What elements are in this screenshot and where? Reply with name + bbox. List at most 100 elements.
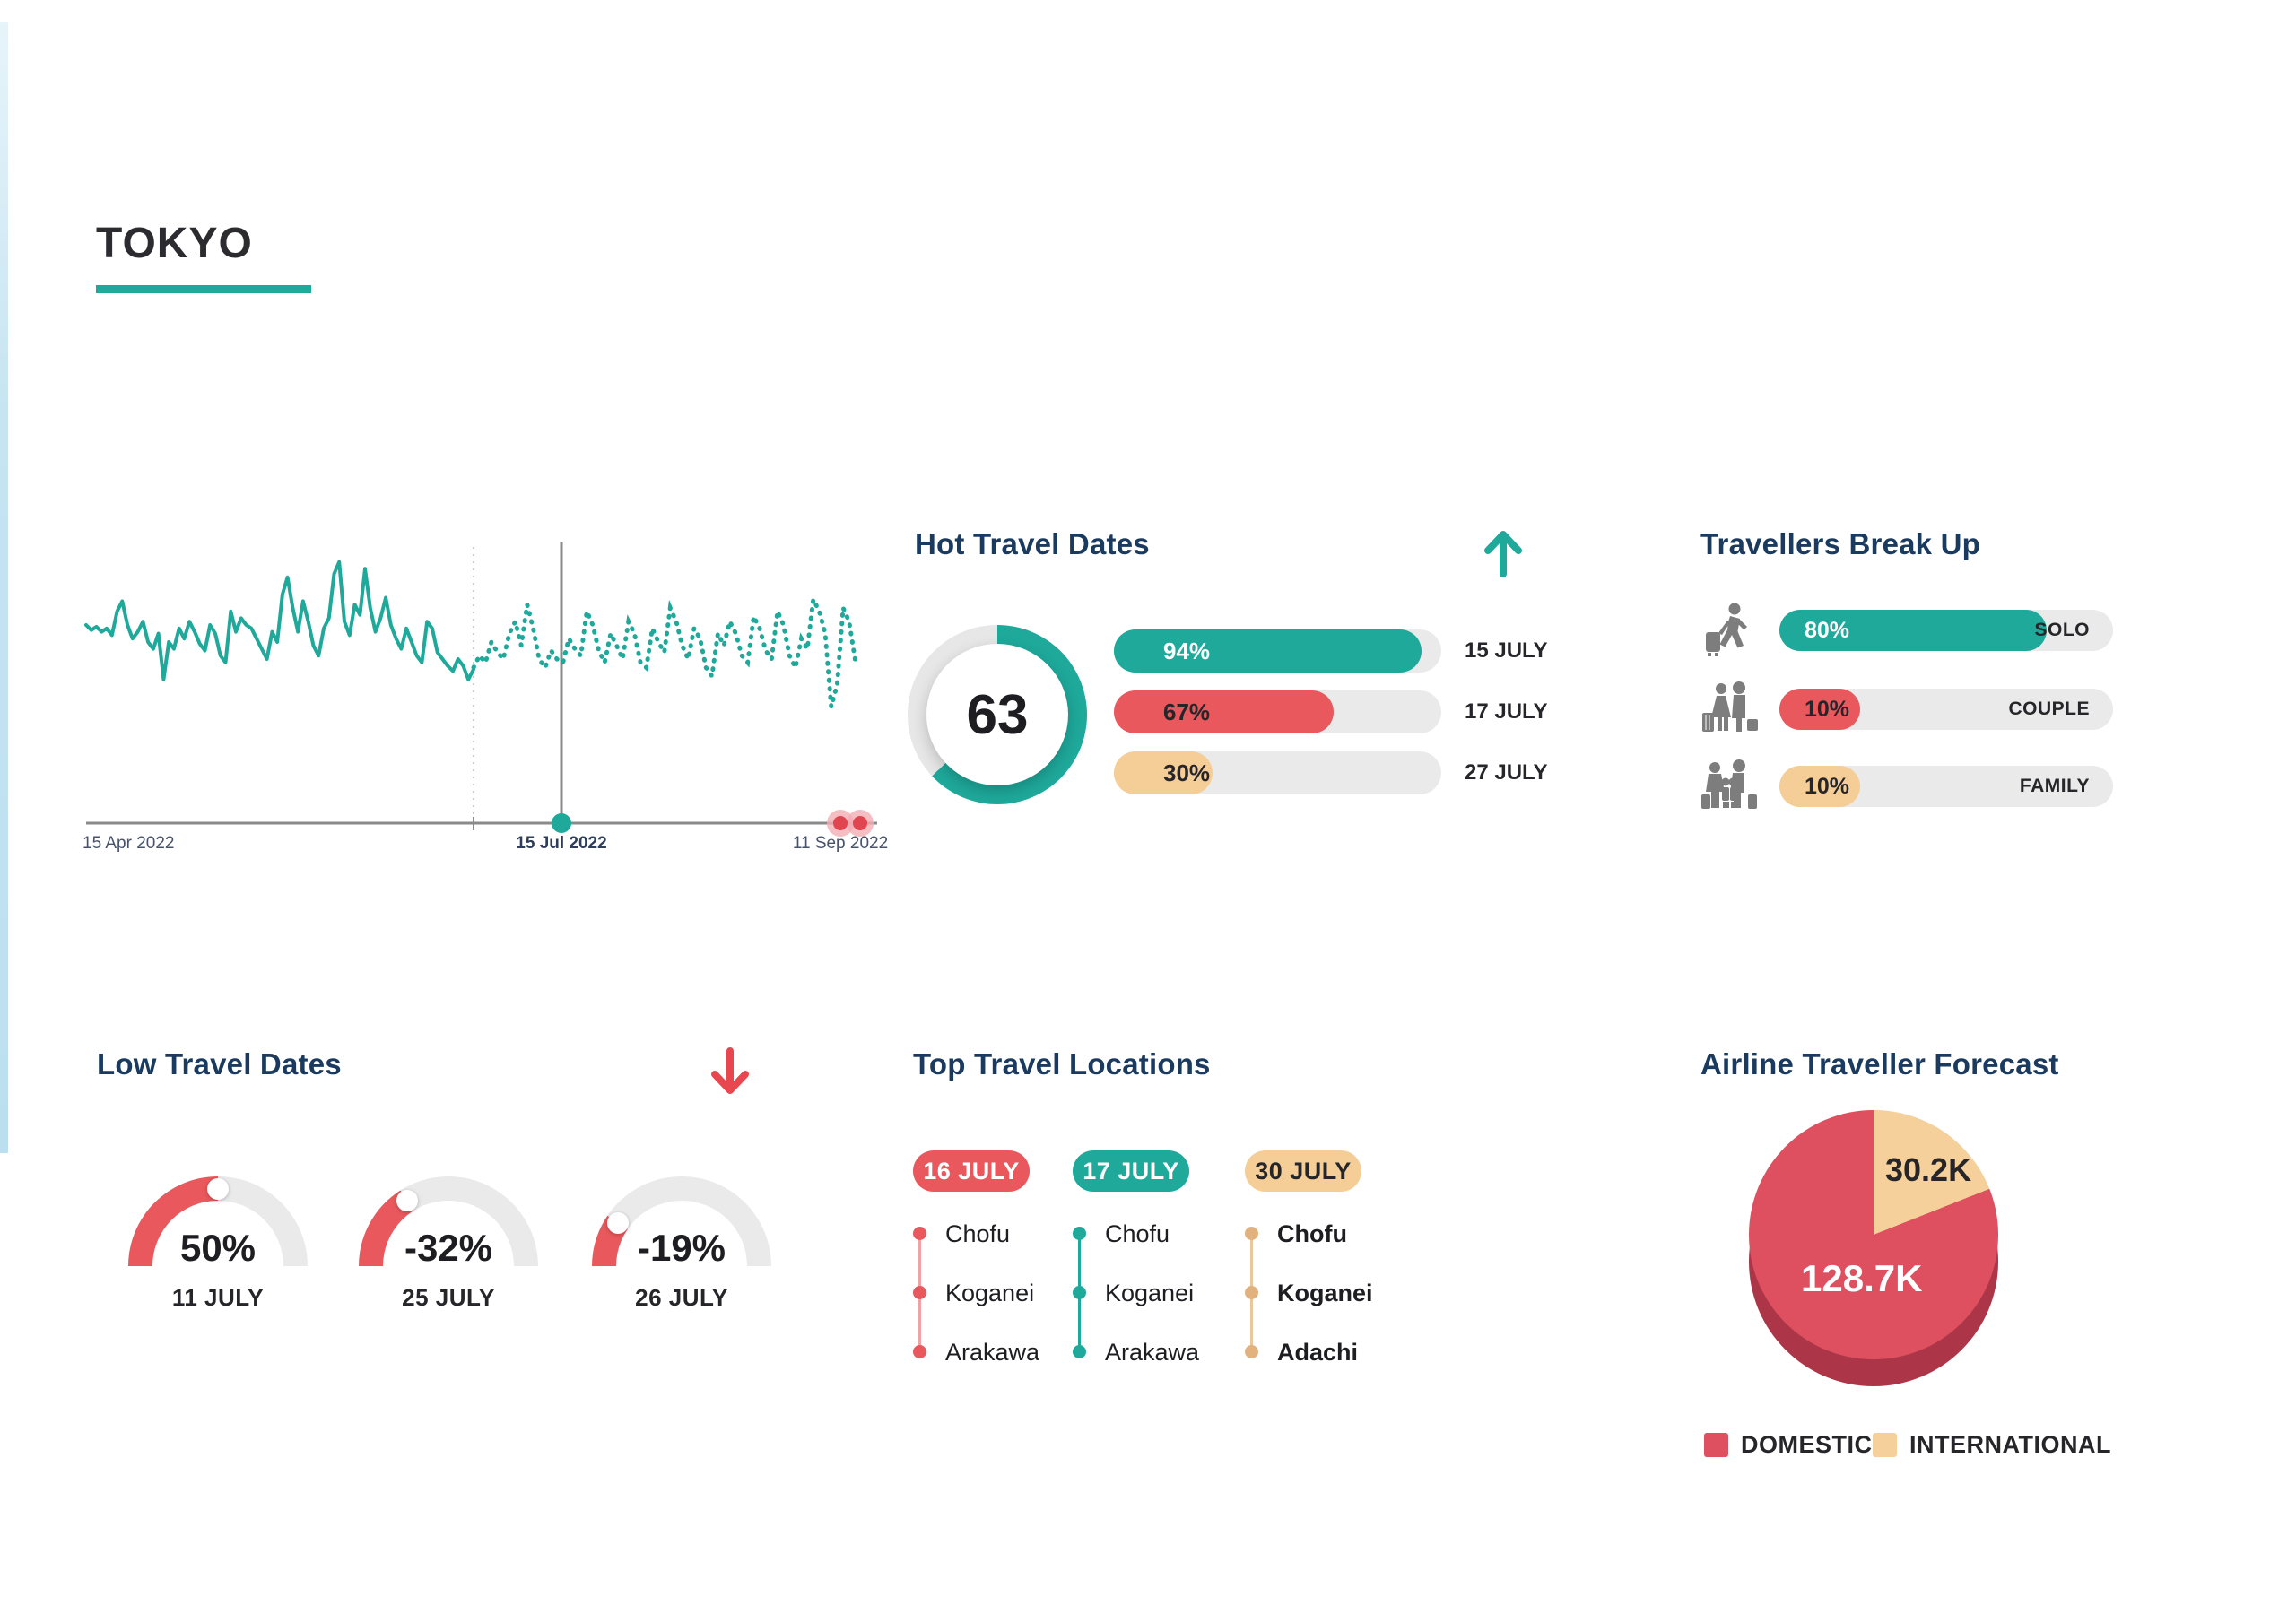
bar-fill-solo: 80% <box>1779 610 2047 651</box>
bar-fill-family: 10% <box>1779 766 1860 807</box>
semi-gauge: 50% <box>128 1176 308 1266</box>
location-item: Chofu <box>913 1220 1083 1280</box>
travellers-break-up-title: Travellers Break Up <box>1700 527 1980 560</box>
hot-bar-row: 30% 27 JULY <box>1114 751 1548 794</box>
gauge-value: -32% <box>404 1227 493 1266</box>
gauge-marker-dot <box>606 1211 629 1234</box>
locations-column-16-july: 16 JULY Chofu Koganei Arakawa <box>913 1150 1083 1398</box>
locations-column-17-july: 17 JULY Chofu Koganei Arakawa <box>1073 1150 1243 1398</box>
locations-list: Chofu Koganei Arakawa <box>913 1220 1083 1398</box>
airline-forecast-title: Airline Traveller Forecast <box>1700 1047 2059 1081</box>
bar-track: 80% SOLO <box>1779 610 2113 651</box>
timeline-end-dot[interactable] <box>833 816 848 830</box>
hot-score-donut: 63 <box>908 625 1087 804</box>
gauge-date-label: 11 JULY <box>171 1284 265 1311</box>
family-travellers-icon <box>1701 759 1757 809</box>
donut-center: 63 <box>926 644 1068 785</box>
bar-value: 10% <box>1805 697 1850 722</box>
airline-forecast-pie: 30.2K 128.7K <box>1749 1110 2004 1390</box>
location-item: Koganei <box>1245 1280 1415 1339</box>
bar-track: 30% <box>1114 751 1441 794</box>
bar-fill-couple: 10% <box>1779 689 1860 730</box>
locations-list: Chofu Koganei Arakawa <box>1073 1220 1243 1398</box>
international-legend-label: INTERNATIONAL <box>1909 1431 2111 1458</box>
location-item: Arakawa <box>1073 1339 1243 1398</box>
trend-chart-canvas <box>84 542 877 837</box>
bar-value: 94% <box>1163 638 1211 664</box>
gauge-value: -19% <box>637 1227 726 1266</box>
trend-down-arrow-icon <box>711 1047 749 1094</box>
semi-gauge: -32% <box>359 1176 538 1266</box>
bar-date-label: 27 JULY <box>1465 760 1548 785</box>
solo-traveller-icon <box>1706 603 1747 656</box>
low-gauge-11-july: 50% 11 JULY <box>128 1176 308 1312</box>
legend-domestic: DOMESTIC <box>1704 1431 1873 1459</box>
location-item: Koganei <box>913 1280 1083 1339</box>
bar-value: 80% <box>1805 618 1850 643</box>
travellers-row-couple: 10% COUPLE <box>1700 678 2113 741</box>
gauge-date-label: 26 JULY <box>635 1284 728 1311</box>
hot-bar-row: 94% 15 JULY <box>1114 629 1548 673</box>
semi-gauge: -19% <box>592 1176 771 1266</box>
gauge-value: 50% <box>179 1227 257 1266</box>
left-accent-strip <box>0 22 8 1153</box>
bar-value: 67% <box>1163 699 1211 725</box>
bar-fill-15-july: 94% <box>1114 629 1422 673</box>
segment-label: FAMILY <box>2019 776 2090 796</box>
travellers-row-family: 10% FAMILY <box>1700 755 2113 818</box>
location-item: Adachi <box>1245 1339 1415 1398</box>
date-pill: 16 JULY <box>913 1150 1030 1192</box>
gauge-marker-dot <box>207 1178 229 1200</box>
bar-value: 30% <box>1163 759 1211 786</box>
locations-column-30-july: 30 JULY Chofu Koganei Adachi <box>1245 1150 1415 1398</box>
top-travel-locations-title: Top Travel Locations <box>913 1047 1211 1081</box>
trend-up-arrow-icon <box>1484 531 1522 577</box>
hot-travel-dates-title: Hot Travel Dates <box>915 527 1150 560</box>
segment-label: COUPLE <box>2008 699 2090 719</box>
page-title: TOKYO <box>96 220 253 267</box>
date-pill: 17 JULY <box>1073 1150 1189 1192</box>
axis-tick-label-end: 11 Sep 2022 <box>792 834 889 853</box>
location-item: Arakawa <box>913 1339 1083 1398</box>
bar-fill-27-july: 30% <box>1114 751 1213 794</box>
travel-trend-chart: 15 Apr 2022 15 Jul 2022 11 Sep 2022 <box>83 534 888 875</box>
legend-international: INTERNATIONAL <box>1873 1431 2111 1459</box>
bar-track: 10% FAMILY <box>1779 766 2113 807</box>
couple-travellers-icon <box>1702 681 1758 732</box>
hot-score-value: 63 <box>966 683 1029 746</box>
domestic-legend-swatch <box>1704 1433 1728 1457</box>
timeline-end-dot[interactable] <box>853 816 867 830</box>
bar-track: 67% <box>1114 690 1441 733</box>
bar-track: 10% COUPLE <box>1779 689 2113 730</box>
international-value-label: 30.2K <box>1885 1151 1972 1188</box>
domestic-legend-label: DOMESTIC <box>1741 1431 1873 1458</box>
axis-tick-label-start: 15 Apr 2022 <box>83 834 175 853</box>
travellers-row-solo: 80% SOLO <box>1700 599 2113 662</box>
pie-disc <box>1749 1110 1998 1359</box>
gauge-marker-dot <box>396 1190 418 1212</box>
international-legend-swatch <box>1873 1433 1897 1457</box>
bar-fill-17-july: 67% <box>1114 690 1334 733</box>
location-item: Chofu <box>1073 1220 1243 1280</box>
locations-list: Chofu Koganei Adachi <box>1245 1220 1415 1398</box>
bar-track: 94% <box>1114 629 1441 673</box>
low-travel-dates-title: Low Travel Dates <box>97 1047 342 1081</box>
forecast-series-dotted-line <box>471 591 864 707</box>
gauge-date-label: 25 JULY <box>402 1284 495 1311</box>
axis-tick-label-current: 15 Jul 2022 <box>516 834 607 853</box>
hot-bar-row: 67% 17 JULY <box>1114 690 1548 733</box>
low-gauge-26-july: -19% 26 JULY <box>592 1176 771 1312</box>
location-item: Chofu <box>1245 1220 1415 1280</box>
bar-value: 10% <box>1805 774 1850 799</box>
bar-date-label: 17 JULY <box>1465 699 1548 724</box>
bar-date-label: 15 JULY <box>1465 638 1548 663</box>
domestic-value-label: 128.7K <box>1801 1257 1923 1299</box>
timeline-current-handle[interactable] <box>552 813 571 833</box>
actual-series-line <box>84 560 475 681</box>
date-pill: 30 JULY <box>1245 1150 1361 1192</box>
segment-label: SOLO <box>2034 620 2090 640</box>
title-underline <box>96 285 311 293</box>
location-item: Koganei <box>1073 1280 1243 1339</box>
low-gauge-25-july: -32% 25 JULY <box>359 1176 538 1312</box>
